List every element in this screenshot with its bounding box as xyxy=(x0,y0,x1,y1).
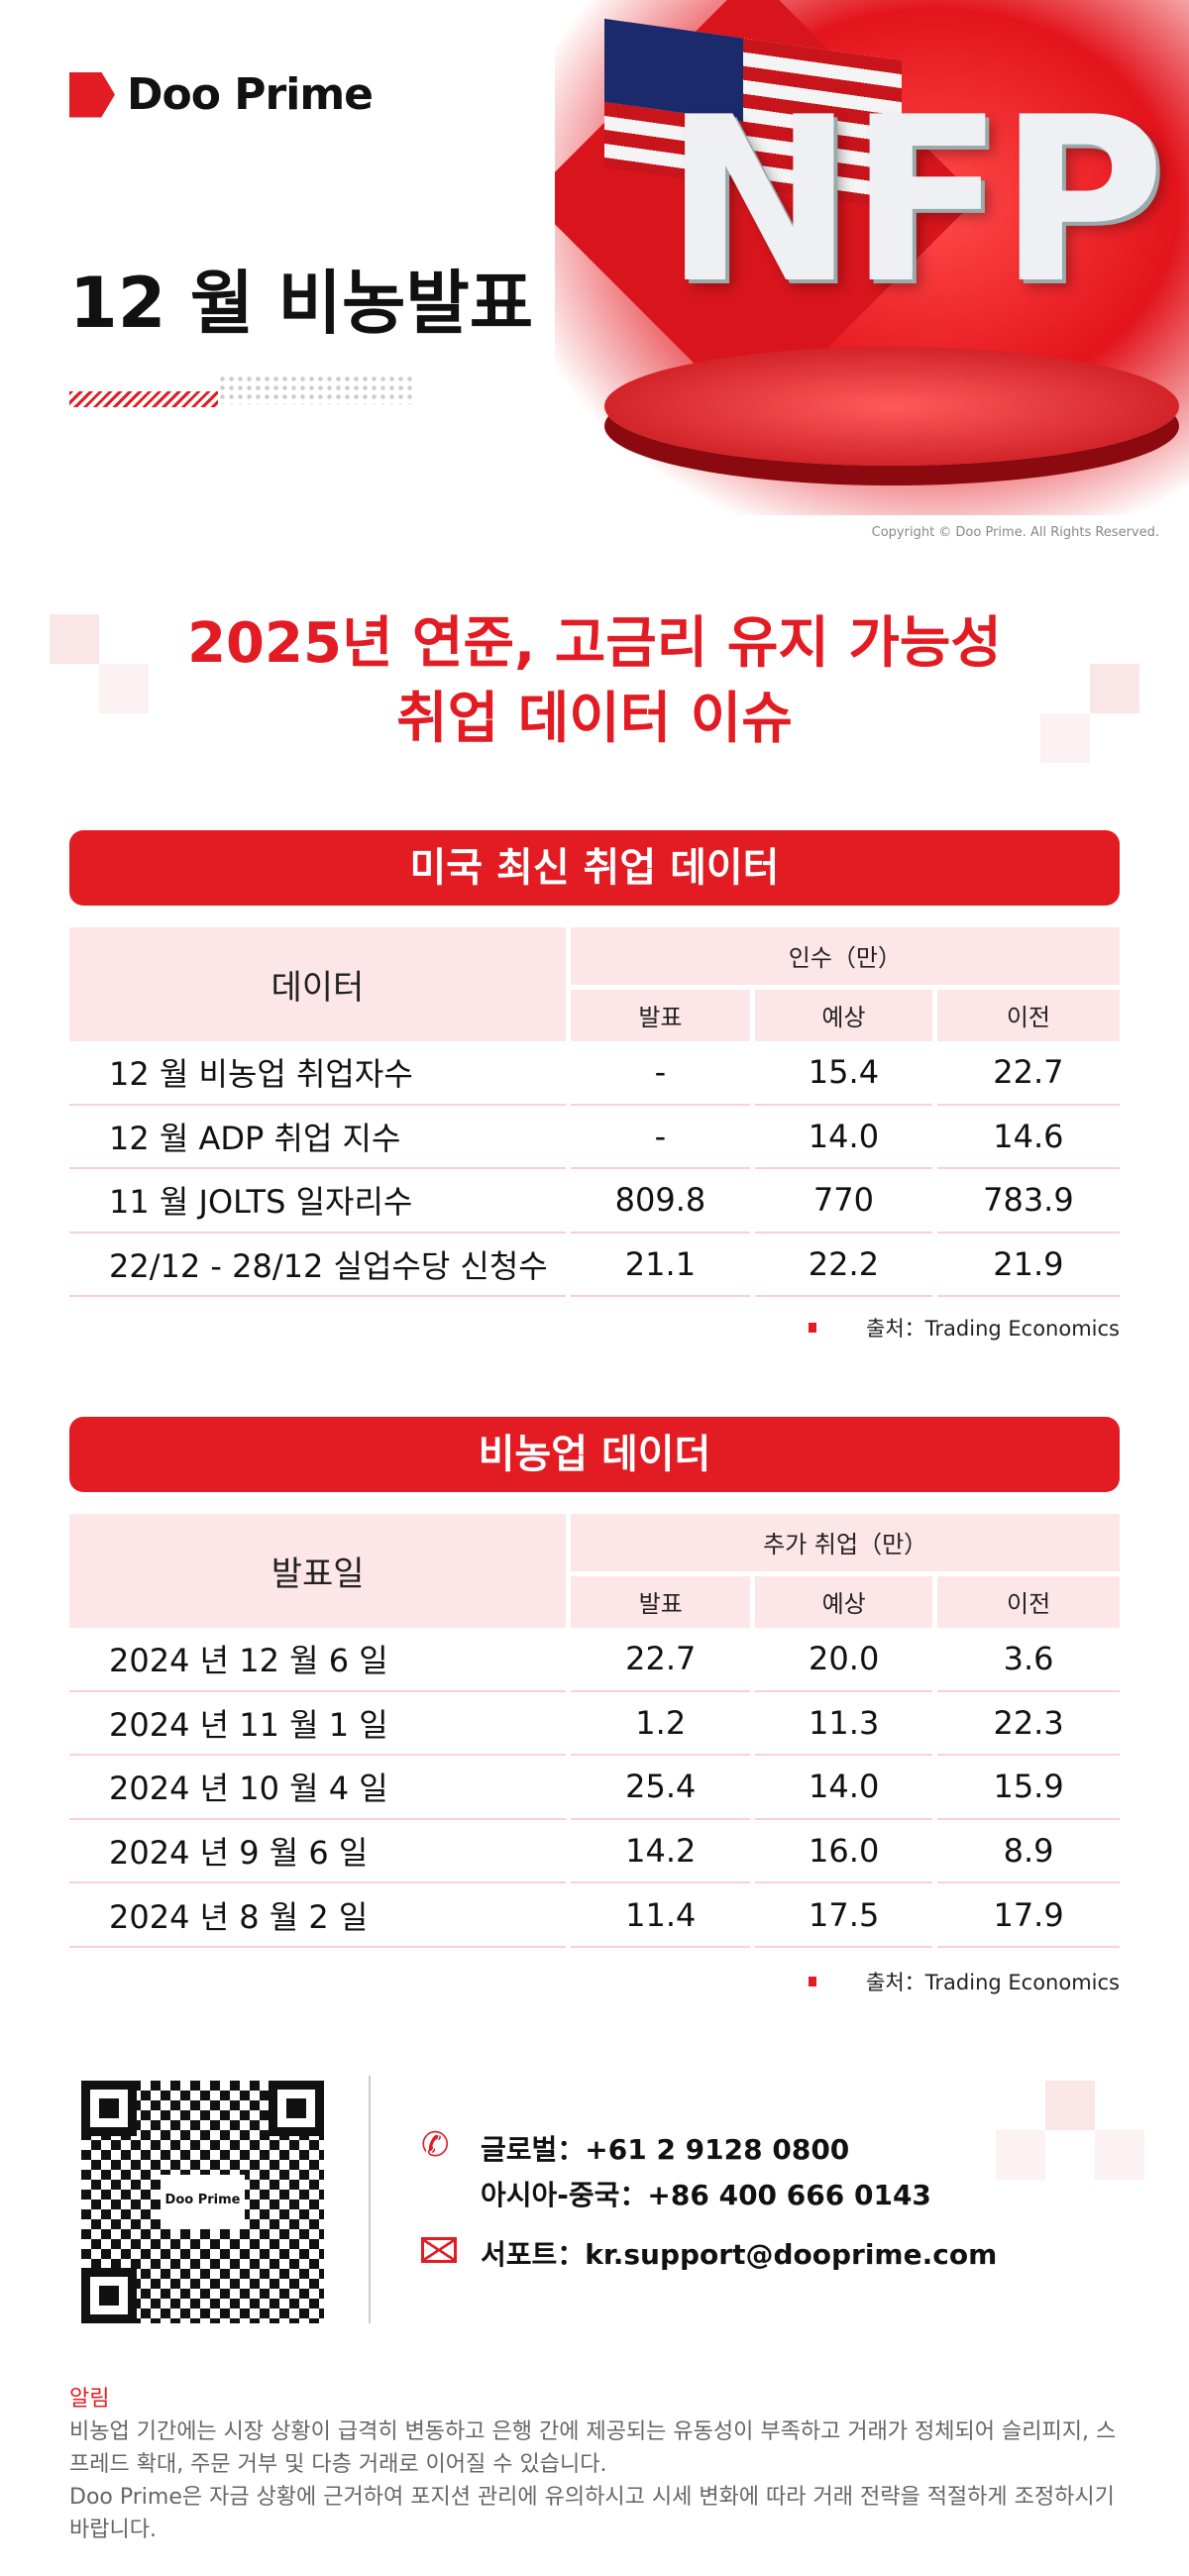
header-data: 데이터 xyxy=(69,927,566,1041)
actual-value: 14.2 xyxy=(571,1820,751,1884)
actual-value: 22.7 xyxy=(571,1628,751,1692)
forecast-value: 11.3 xyxy=(755,1692,933,1757)
decor-square xyxy=(50,614,99,664)
previous-value: 14.6 xyxy=(936,1106,1120,1170)
previous-value: 3.6 xyxy=(937,1628,1120,1692)
header-group: 인수（만） xyxy=(570,927,1120,985)
row-label: 11 월 JOLTS 일자리수 xyxy=(69,1169,566,1234)
hatch-divider xyxy=(69,391,218,407)
previous-value: 15.9 xyxy=(937,1756,1120,1820)
forecast-value: 22.2 xyxy=(755,1234,932,1298)
table-row: 11 월 JOLTS 일자리수 809.8 770 783.9 xyxy=(69,1169,1120,1234)
previous-value: 22.7 xyxy=(936,1041,1120,1106)
hero-image: NFP xyxy=(555,0,1189,515)
mail-icon xyxy=(421,2237,457,2263)
actual-value: 21.1 xyxy=(570,1234,751,1298)
asia-phone[interactable]: 아시아-중국：+86 400 666 0143 xyxy=(481,2179,931,2211)
forecast-value: 14.0 xyxy=(755,1106,932,1170)
header-group: 추가 취업（만） xyxy=(571,1514,1120,1571)
headline: 2025년 연준, 고금리 유지 가능성 취업 데이터 이슈 xyxy=(187,611,1002,751)
table-row: 22/12 - 28/12 실업수당 신청수 21.1 22.2 21.9 xyxy=(69,1234,1120,1298)
decor-square xyxy=(1090,664,1139,713)
notice-title: 알림 xyxy=(69,2387,110,2412)
copyright: Copyright © Doo Prime. All Rights Reserv… xyxy=(871,525,1159,540)
row-label: 12 월 비농업 취업자수 xyxy=(69,1041,566,1106)
forecast-value: 14.0 xyxy=(755,1756,933,1820)
header-forecast: 예상 xyxy=(755,984,932,1041)
forecast-value: 17.5 xyxy=(755,1883,933,1948)
table-row: 2024 년 9 월 6 일 14.2 16.0 8.9 xyxy=(69,1820,1120,1884)
header-release-date: 발표일 xyxy=(69,1514,567,1628)
logo: Doo Prime xyxy=(69,69,374,120)
nfp-letters: NFP xyxy=(664,69,1165,334)
notice-paragraph: Doo Prime은 자금 상황에 근거하여 포지션 관리에 유의하시고 시세 … xyxy=(69,2485,1115,2542)
actual-value: 11.4 xyxy=(571,1883,751,1948)
table-row: 2024 년 12 월 6 일 22.7 20.0 3.6 xyxy=(69,1628,1120,1692)
header-previous: 이전 xyxy=(937,1570,1120,1628)
row-label: 2024 년 12 월 6 일 xyxy=(69,1628,567,1692)
header-previous: 이전 xyxy=(936,984,1120,1041)
actual-value: - xyxy=(570,1041,751,1106)
row-label: 12 월 ADP 취업 지수 xyxy=(69,1106,566,1170)
global-phone[interactable]: 글로벌：+61 2 9128 0800 xyxy=(481,2133,850,2166)
phone-icon: ✆ xyxy=(421,2125,450,2165)
table-row: 2024 년 11 월 1 일 1.2 11.3 22.3 xyxy=(69,1692,1120,1757)
previous-value: 17.9 xyxy=(937,1883,1120,1948)
notice-paragraph: 비농업 기간에는 시장 상황이 급격히 변동하고 은행 간에 제공되는 유동성이… xyxy=(69,2419,1117,2477)
forecast-value: 16.0 xyxy=(755,1820,933,1884)
latest-employment-table: 데이터 인수（만） 발표 예상 이전 12 월 비농업 취업자수 -15.4 22.7 12… xyxy=(64,927,1125,1298)
forecast-value: 20.0 xyxy=(755,1628,933,1692)
source-note: 출처：Trading Economics xyxy=(809,1967,1120,1996)
forecast-value: 15.4 xyxy=(755,1041,932,1106)
row-label: 2024 년 9 월 6 일 xyxy=(69,1820,567,1884)
actual-value: - xyxy=(570,1106,751,1170)
row-label: 22/12 - 28/12 실업수당 신청수 xyxy=(69,1234,566,1298)
decor-square xyxy=(1095,2130,1144,2180)
row-label: 2024 년 11 월 1 일 xyxy=(69,1692,567,1757)
row-label: 2024 년 10 월 4 일 xyxy=(69,1756,567,1820)
actual-value: 809.8 xyxy=(570,1169,751,1234)
nfp-history-table: 발표일 추가 취업（만） 발표 예상 이전 2024 년 12 월 6 일 22.7 20… xyxy=(64,1514,1125,1948)
page-title: 12 월 비농발표 xyxy=(69,263,534,344)
qr-code[interactable]: Doo Prime xyxy=(81,2081,324,2323)
actual-value: 25.4 xyxy=(571,1756,751,1820)
divider xyxy=(369,2076,371,2323)
previous-value: 783.9 xyxy=(936,1169,1120,1234)
decor-square xyxy=(996,2130,1045,2180)
header-actual: 발표 xyxy=(570,984,751,1041)
section-bar-nfp-data: 비농업 데이더 xyxy=(69,1417,1120,1492)
dot-pattern xyxy=(218,375,416,404)
source-note: 출처：Trading Economics xyxy=(809,1313,1120,1342)
row-label: 2024 년 8 월 2 일 xyxy=(69,1883,567,1948)
previous-value: 22.3 xyxy=(937,1692,1120,1757)
header-actual: 발표 xyxy=(571,1570,751,1628)
table-row: 12 월 비농업 취업자수 -15.4 22.7 xyxy=(69,1041,1120,1106)
decor-square xyxy=(99,664,149,713)
table-row: 12 월 ADP 취업 지수 -14.0 14.6 xyxy=(69,1106,1120,1170)
header-forecast: 예상 xyxy=(755,1570,933,1628)
doo-prime-logo-icon xyxy=(69,71,115,118)
previous-value: 8.9 xyxy=(937,1820,1120,1884)
decor-square xyxy=(1040,713,1090,763)
notice: 알림 비농업 기간에는 시장 상황이 급격히 변동하고 은행 간에 제공되는 유… xyxy=(69,2383,1130,2546)
decor-square xyxy=(1045,2081,1095,2130)
support-email[interactable]: 서포트：kr.support@dooprime.com xyxy=(481,2238,998,2271)
forecast-value: 770 xyxy=(755,1169,932,1234)
table-row: 2024 년 8 월 2 일 11.4 17.5 17.9 xyxy=(69,1883,1120,1948)
section-bar-latest-data: 미국 최신 취업 데이터 xyxy=(69,830,1120,906)
actual-value: 1.2 xyxy=(571,1692,751,1757)
table-row: 2024 년 10 월 4 일 25.4 14.0 15.9 xyxy=(69,1756,1120,1820)
previous-value: 21.9 xyxy=(936,1234,1120,1298)
